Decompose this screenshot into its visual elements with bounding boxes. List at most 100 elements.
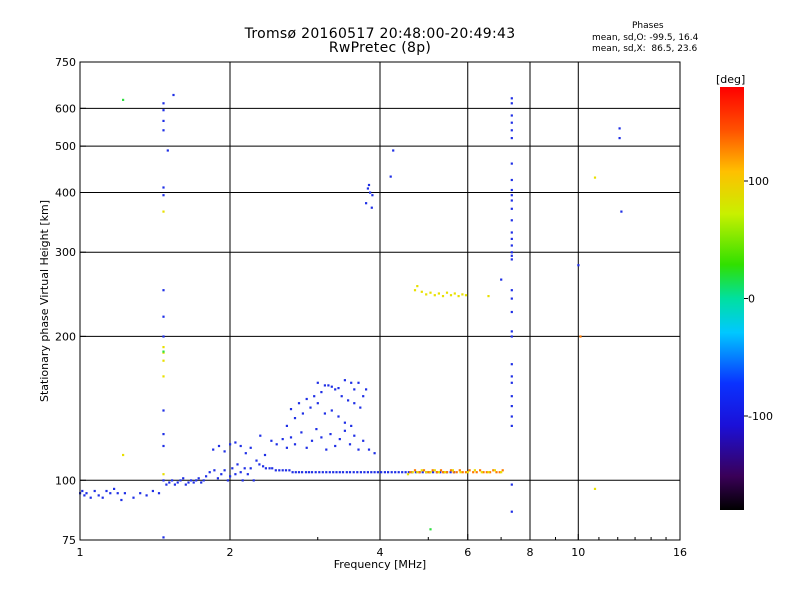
data-point — [427, 471, 430, 474]
data-point — [416, 285, 419, 288]
data-point — [359, 471, 362, 474]
data-point — [190, 479, 193, 482]
data-point — [510, 381, 513, 384]
data-point — [482, 471, 485, 474]
data-point — [441, 471, 445, 474]
data-point — [376, 471, 379, 474]
data-point — [510, 254, 513, 257]
data-point — [105, 489, 108, 493]
data-point — [407, 471, 410, 474]
data-point — [492, 469, 495, 472]
data-point — [510, 137, 513, 140]
data-point — [362, 395, 365, 398]
colorbar — [720, 87, 744, 510]
data-point — [439, 471, 442, 474]
data-point — [291, 471, 294, 474]
data-point — [85, 492, 88, 495]
data-point — [325, 448, 328, 451]
data-point — [356, 471, 359, 474]
data-point — [387, 471, 390, 474]
data-point — [510, 199, 513, 202]
y-tick-label: 400 — [55, 186, 76, 199]
data-point — [243, 467, 246, 470]
data-point — [451, 469, 454, 472]
data-point — [337, 415, 340, 418]
data-point — [373, 471, 376, 474]
data-point — [401, 471, 404, 474]
data-point — [314, 471, 317, 474]
data-point — [498, 471, 501, 474]
data-point — [420, 290, 423, 293]
data-point — [325, 471, 328, 474]
grid-lines — [80, 62, 680, 540]
data-point — [307, 471, 311, 474]
x-tick-label: 10 — [571, 546, 585, 559]
colorbar-label: [deg] — [716, 73, 745, 86]
data-point — [464, 471, 468, 474]
data-point — [162, 479, 165, 482]
data-point — [371, 194, 374, 197]
data-point — [263, 453, 267, 457]
data-point — [293, 443, 297, 446]
data-point — [618, 137, 621, 140]
data-point — [411, 471, 414, 474]
data-point — [297, 471, 301, 474]
data-point — [297, 402, 301, 405]
data-point — [320, 391, 323, 394]
data-point — [162, 444, 165, 448]
data-point — [510, 121, 513, 124]
data-point — [270, 439, 273, 442]
data-point — [429, 291, 432, 294]
data-point — [300, 431, 303, 434]
data-point — [255, 459, 258, 462]
data-point — [329, 433, 332, 436]
data-point — [353, 434, 356, 437]
data-point — [439, 469, 443, 472]
data-point — [310, 471, 314, 474]
data-point — [288, 469, 291, 472]
data-point — [435, 471, 438, 474]
data-point — [413, 469, 417, 472]
data-point — [305, 446, 308, 449]
data-point — [510, 162, 513, 165]
data-point — [362, 439, 365, 442]
data-point — [414, 471, 417, 474]
data-point — [510, 102, 513, 105]
data-point — [213, 469, 216, 472]
data-point — [464, 294, 468, 297]
data-point — [304, 471, 308, 474]
x-tick-label: 8 — [527, 546, 534, 559]
data-point — [275, 443, 278, 446]
data-point — [350, 381, 353, 384]
data-point — [151, 489, 154, 493]
data-point — [223, 450, 226, 453]
data-point — [318, 471, 321, 474]
data-point — [416, 471, 419, 474]
data-point — [334, 388, 337, 391]
data-point — [208, 471, 211, 474]
data-point — [338, 471, 341, 474]
data-point — [418, 471, 421, 474]
data-point — [510, 219, 513, 222]
data-point — [162, 433, 165, 436]
data-point — [458, 469, 461, 472]
data-point — [380, 471, 383, 474]
data-point — [479, 469, 482, 472]
data-point — [429, 471, 432, 474]
data-point — [122, 98, 125, 101]
data-point — [501, 469, 504, 472]
data-point — [510, 231, 513, 234]
data-point — [81, 489, 84, 493]
data-point — [212, 448, 215, 451]
data-point — [122, 453, 125, 457]
data-point — [241, 479, 244, 482]
data-point — [268, 467, 271, 470]
data-point — [294, 471, 297, 474]
data-point — [353, 402, 356, 405]
data-point — [437, 471, 440, 474]
data-point — [216, 477, 219, 480]
data-point — [328, 471, 331, 474]
data-point — [510, 310, 513, 314]
y-tick-label: 200 — [55, 330, 76, 343]
data-point — [343, 379, 346, 382]
